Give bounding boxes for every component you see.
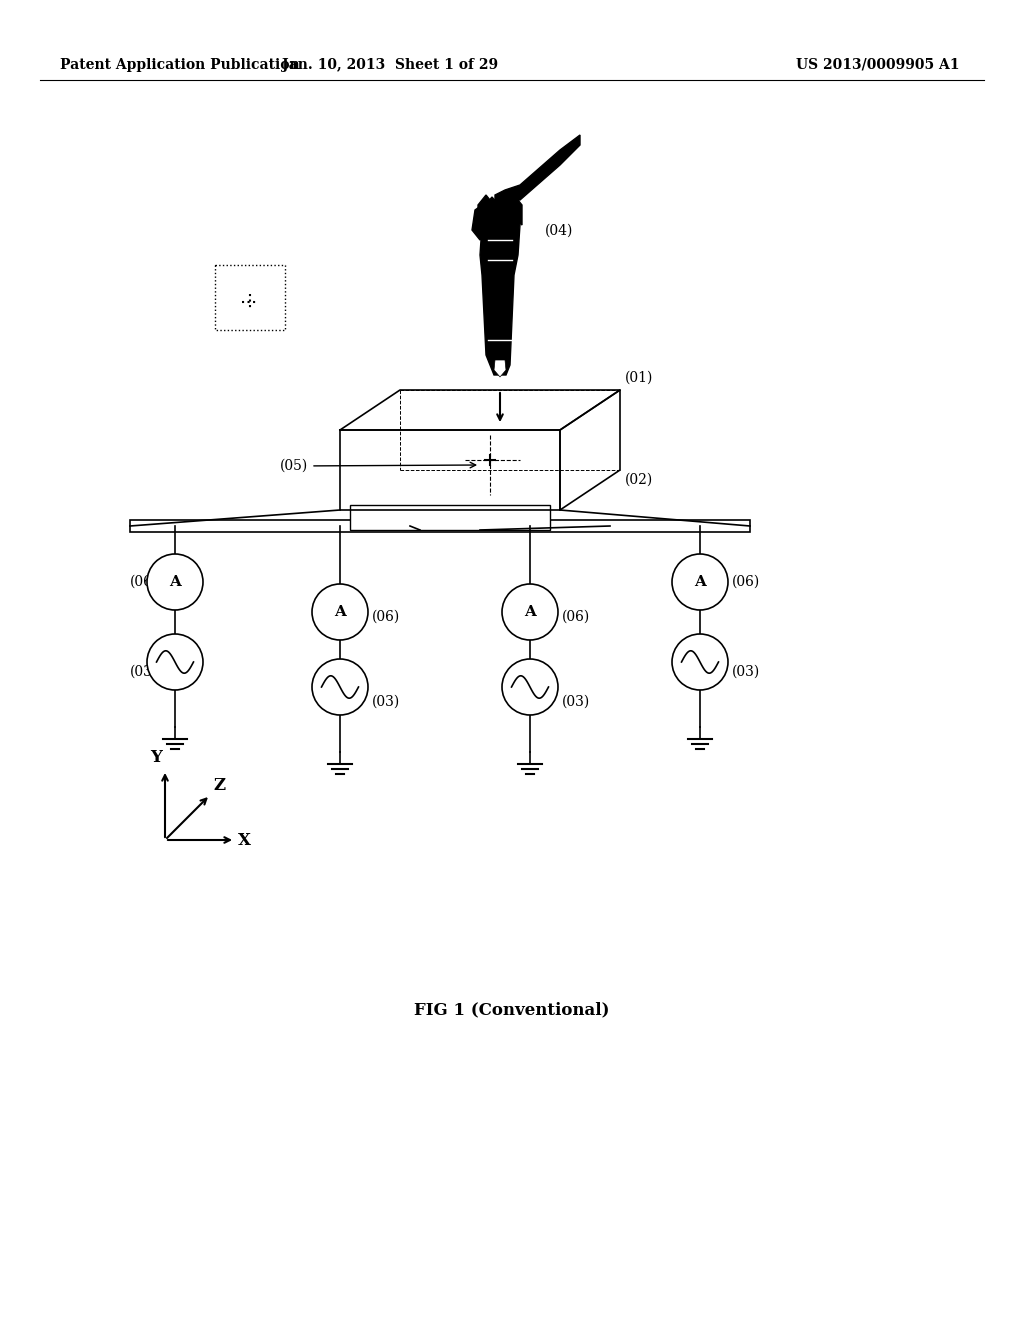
Text: (03): (03) bbox=[130, 665, 159, 678]
Circle shape bbox=[672, 554, 728, 610]
Circle shape bbox=[672, 634, 728, 690]
Text: (03): (03) bbox=[732, 665, 760, 678]
Circle shape bbox=[312, 659, 368, 715]
Text: Y: Y bbox=[150, 748, 162, 766]
Polygon shape bbox=[480, 201, 520, 375]
Bar bbox=[130, 520, 750, 532]
Text: FIG 1 (Conventional): FIG 1 (Conventional) bbox=[415, 1002, 609, 1019]
Text: X: X bbox=[238, 832, 251, 849]
Text: (02): (02) bbox=[625, 473, 653, 487]
Text: Z: Z bbox=[213, 777, 225, 795]
Circle shape bbox=[147, 554, 203, 610]
Text: (03): (03) bbox=[372, 696, 400, 709]
Bar bbox=[350, 506, 550, 531]
Text: A: A bbox=[524, 605, 536, 619]
Text: Jan. 10, 2013  Sheet 1 of 29: Jan. 10, 2013 Sheet 1 of 29 bbox=[282, 58, 498, 73]
Circle shape bbox=[147, 634, 203, 690]
Text: A: A bbox=[334, 605, 346, 619]
Text: (06): (06) bbox=[130, 576, 159, 589]
Circle shape bbox=[502, 583, 558, 640]
Text: (06): (06) bbox=[732, 576, 760, 589]
Text: US 2013/0009905 A1: US 2013/0009905 A1 bbox=[797, 58, 961, 73]
Polygon shape bbox=[478, 195, 522, 366]
Text: A: A bbox=[694, 576, 706, 589]
Polygon shape bbox=[494, 360, 506, 378]
Bar bbox=[215, 265, 285, 330]
Polygon shape bbox=[472, 205, 486, 240]
Polygon shape bbox=[503, 197, 513, 203]
Circle shape bbox=[312, 583, 368, 640]
Text: A: A bbox=[169, 576, 181, 589]
Text: (04): (04) bbox=[545, 224, 573, 238]
Circle shape bbox=[502, 659, 558, 715]
Text: (06): (06) bbox=[372, 610, 400, 624]
Polygon shape bbox=[487, 197, 497, 203]
Text: (01): (01) bbox=[625, 371, 653, 385]
Text: (03): (03) bbox=[562, 696, 590, 709]
Polygon shape bbox=[495, 135, 580, 201]
Polygon shape bbox=[495, 197, 505, 203]
Text: (06): (06) bbox=[562, 610, 590, 624]
Text: (05): (05) bbox=[280, 459, 476, 473]
Text: Patent Application Publication: Patent Application Publication bbox=[60, 58, 300, 73]
